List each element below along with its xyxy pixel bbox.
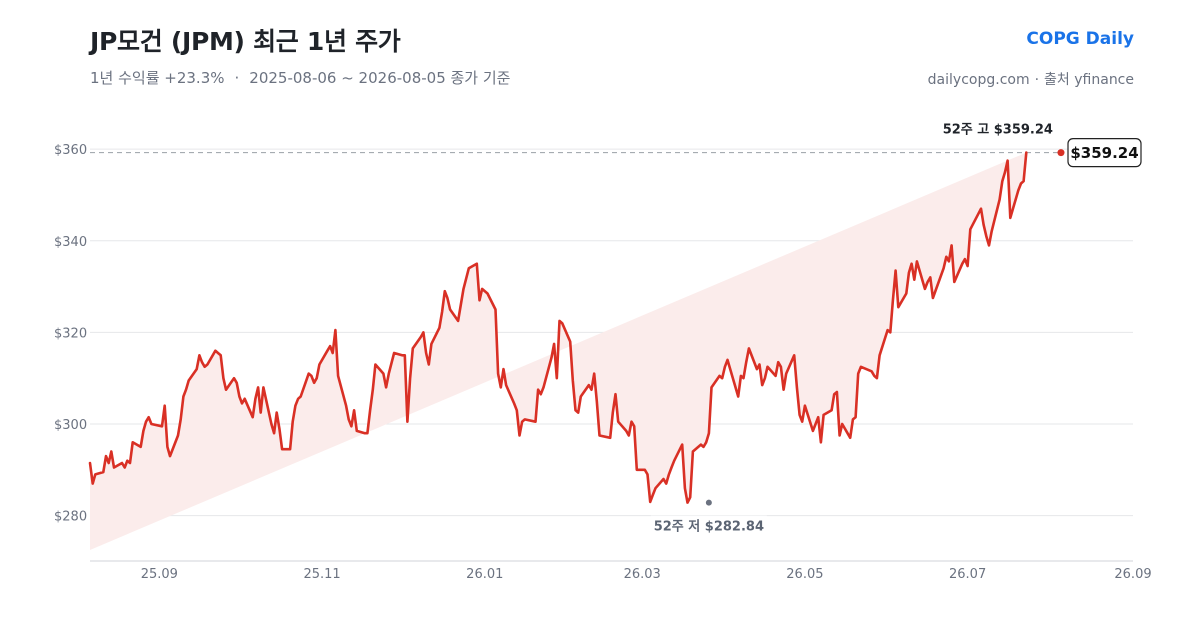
x-tick-label: 26.09	[1114, 567, 1151, 582]
y-tick-label: $360	[54, 143, 87, 158]
x-tick-label: 26.03	[624, 567, 661, 582]
return-text: 1년 수익률 +23.3%	[90, 69, 225, 87]
source-text: 출처 yfinance	[1044, 72, 1134, 88]
subtitle-separator: ·	[234, 69, 240, 87]
period-text: 2025-08-06 ~ 2026-08-05 종가 기준	[249, 69, 511, 87]
source-line: dailycopg.com · 출처 yfinance	[928, 69, 1134, 89]
x-tick-label: 26.05	[786, 567, 823, 582]
x-tick-label: 25.11	[303, 567, 340, 582]
y-tick-label: $300	[54, 418, 87, 433]
last-price-box	[1067, 138, 1142, 168]
low-price-marker	[704, 498, 713, 507]
y-tick-label: $320	[54, 326, 87, 341]
last-price-label: $359.24	[1070, 144, 1138, 162]
last-price-marker	[1057, 149, 1065, 157]
x-tick-label: 26.07	[949, 567, 986, 582]
site-name: dailycopg.com	[927, 72, 1030, 88]
y-tick-label: $340	[54, 235, 87, 250]
x-tick-label: 26.01	[466, 567, 503, 582]
y-tick-label: $280	[54, 510, 87, 525]
price-line	[88, 151, 1028, 504]
chart-subtitle: 1년 수익률 +23.3% · 2025-08-06 ~ 2026-08-05 종가…	[90, 67, 510, 88]
source-separator: ·	[1034, 72, 1040, 88]
x-tick-label: 25.09	[141, 567, 178, 582]
low-label-bg	[650, 515, 767, 536]
high-annotation: 52주 고 $359.24	[943, 123, 1053, 138]
brand-name: COPG Daily	[1026, 29, 1134, 49]
low-annotation: 52주 저 $282.84	[654, 520, 764, 535]
chart-title: JP모건 (JPM) 최근 1년 주가	[90, 27, 401, 56]
